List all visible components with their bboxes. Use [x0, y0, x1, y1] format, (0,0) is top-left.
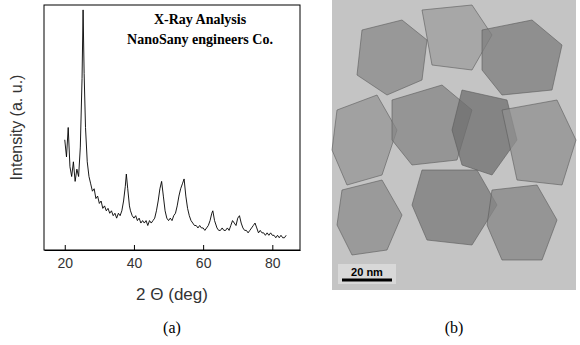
- x-tick-mark: [134, 245, 135, 250]
- x-tick-label: 60: [196, 255, 212, 271]
- scale-bar: [342, 279, 392, 282]
- x-tick: 60: [196, 245, 212, 271]
- nanoparticle: [332, 95, 397, 185]
- plot-marks: [65, 10, 286, 238]
- x-tick: 20: [57, 245, 73, 271]
- x-axis-title: 2 Θ (deg): [136, 285, 208, 304]
- x-tick-label: 80: [265, 255, 281, 271]
- x-tick-label: 20: [57, 255, 73, 271]
- x-tick-label: 40: [127, 255, 143, 271]
- annotation: NanoSany engineers Co.: [127, 32, 273, 47]
- x-axis-line: [45, 250, 301, 251]
- nanoparticle: [357, 20, 427, 95]
- image-background: [332, 0, 576, 290]
- x-tick-mark: [65, 245, 66, 250]
- nanoparticle: [487, 185, 557, 260]
- x-tick-mark: [203, 245, 204, 250]
- panel-label: (b): [445, 319, 464, 337]
- x-axis: 20 40 60 80: [45, 245, 301, 271]
- annotation: X-Ray Analysis: [154, 12, 247, 27]
- figure: 20 40 60 80 X-Ray Analysis NanoSany engineers…: [0, 0, 580, 345]
- nanoparticle: [412, 170, 497, 245]
- nanoparticle: [337, 180, 402, 255]
- x-tick: 40: [127, 245, 143, 271]
- nanoparticle: [422, 5, 492, 70]
- x-tick-mark: [272, 245, 273, 250]
- plot-frame: [44, 5, 300, 250]
- scale-bar-ground: [338, 264, 396, 284]
- nanoparticle: [482, 20, 562, 95]
- xrd-line: [65, 10, 286, 238]
- panel-label: (a): [163, 319, 181, 337]
- y-axis-title: Intensity (a. u.): [8, 75, 25, 181]
- scale-bar-label: 20 nm: [351, 266, 383, 278]
- tem-image: 20 nm: [332, 0, 576, 290]
- nanoparticle: [502, 100, 576, 185]
- x-tick: 80: [265, 245, 281, 271]
